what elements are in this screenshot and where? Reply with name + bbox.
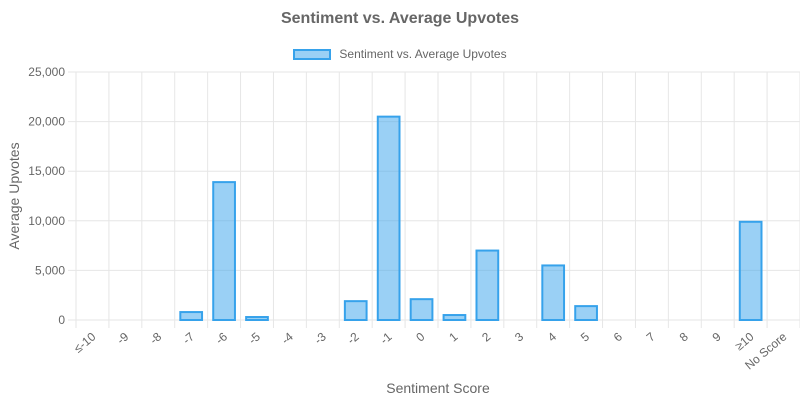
x-tick-label: -8 [147,329,164,347]
y-tick-label: 20,000 [28,115,65,129]
x-tick-label: -7 [180,329,197,347]
x-tick-label: -3 [312,329,329,347]
bar[interactable] [541,264,566,322]
y-tick-label: 15,000 [28,164,65,178]
y-tick-label: 10,000 [28,214,65,228]
x-tick-label: 8 [677,329,691,344]
legend-swatch [293,48,332,60]
bar[interactable] [442,314,467,322]
chart-title: Sentiment vs. Average Upvotes [280,10,519,27]
bar[interactable] [343,300,368,322]
bars-layer [179,115,763,322]
y-tick-label: 5,000 [35,263,65,277]
x-tick-label: ≤-10 [71,329,99,355]
bar[interactable] [574,305,598,321]
x-tick-label: -1 [377,329,394,347]
x-tick-label: 9 [710,329,724,344]
x-tick-label: -5 [246,329,263,347]
bar[interactable] [738,220,763,322]
legend-label: Sentiment vs. Average Upvotes [339,47,507,61]
bar[interactable] [212,181,236,321]
legend[interactable]: Sentiment vs. Average Upvotes [0,47,800,61]
x-axis-title: Sentiment Score [386,380,490,396]
x-tick-label: 4 [545,329,559,344]
x-tick-label: -6 [213,329,230,347]
x-tick-label: -4 [279,329,296,347]
bar[interactable] [179,311,204,321]
y-tick-label: 25,000 [28,65,65,79]
bar[interactable] [475,249,500,321]
bar[interactable] [376,115,401,321]
grid-layer [68,71,800,328]
y-tick-labels: 0 5,000 10,000 15,000 20,000 25,000 [28,65,65,327]
x-tick-label: -2 [344,329,361,347]
x-tick-label: 3 [512,329,526,344]
x-tick-label: 0 [413,329,427,344]
bar[interactable] [409,298,434,321]
x-tick-label: 2 [479,329,493,344]
x-tick-label: 1 [446,329,460,344]
x-tick-label: 5 [578,329,592,344]
x-tick-label: 7 [644,329,658,344]
x-tick-label: 6 [611,329,625,344]
bar[interactable] [245,316,269,321]
y-tick-label: 0 [58,313,65,327]
x-tick-label: ≥10 [732,329,757,353]
x-tick-label: -9 [114,329,131,347]
y-axis-title: Average Upvotes [6,142,22,250]
